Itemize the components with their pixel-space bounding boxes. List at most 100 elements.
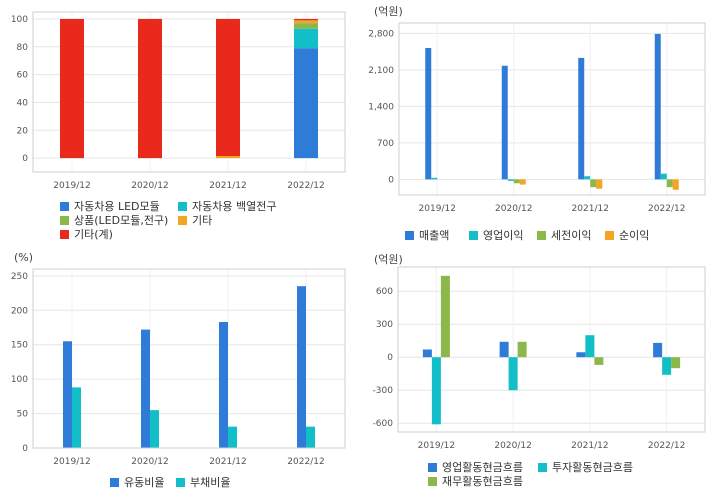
legend-item-goods[interactable]: 상품(LED모듈,전구) (60, 214, 168, 228)
bar (499, 341, 509, 358)
bar (425, 48, 432, 180)
legend-item-financing-cf[interactable]: 재무활동현금흐름 (428, 475, 523, 489)
legend-swatch (605, 231, 614, 240)
y-tick-label: 100 (11, 375, 28, 385)
bar (654, 33, 661, 180)
plot-frame (32, 268, 346, 449)
bar (508, 357, 518, 391)
legend-swatch (405, 231, 414, 240)
bar (660, 173, 667, 180)
bar (578, 57, 585, 180)
x-tick-label: 2020/12 (131, 457, 168, 467)
bar (662, 357, 672, 375)
bar-segment (216, 18, 240, 156)
bar (519, 179, 526, 185)
bar (440, 275, 450, 358)
composition-chart-panel: 0 20 40 60 80 100 2019/12 2020/12 2021/12 2022/12… (0, 0, 360, 248)
bar (150, 410, 159, 448)
bar (141, 329, 150, 448)
bar-segment (138, 18, 162, 159)
legend-item-led-module[interactable]: 자동차용 LED모듈 (60, 200, 160, 214)
legend-swatch (60, 202, 69, 211)
cashflow-legend: 영업활동현금흐름 투자활동현금흐름 재무활동현금흐름 (428, 461, 708, 493)
bar (517, 341, 527, 358)
x-tick-label: 2022/12 (287, 181, 324, 191)
x-tick-label: 2021/12 (209, 457, 246, 467)
bar-segment (294, 48, 318, 159)
y-tick-label: 2,100 (368, 66, 394, 76)
legend-item-pretax-income[interactable]: 세전이익 (537, 229, 591, 243)
legend-item-operating-income[interactable]: 영업이익 (469, 229, 523, 243)
ratio-legend: 유동비율 부채비율 (110, 476, 310, 492)
ratio-unit-label: (%) (14, 251, 34, 264)
bar-segment (294, 18, 318, 21)
bar (596, 179, 603, 189)
legend-swatch (110, 478, 119, 487)
bar (72, 387, 81, 448)
legend-label: 투자활동현금흐름 (552, 461, 633, 474)
y-tick-label: 20 (17, 126, 29, 136)
bar (666, 179, 673, 188)
bar-segment (60, 18, 84, 159)
income-unit-label: (억원) (374, 5, 403, 18)
y-tick-label: 60 (17, 71, 29, 81)
legend-item-other-total[interactable]: 기타(계) (60, 228, 113, 242)
legend-label: 영업이익 (483, 229, 524, 242)
legend-swatch (60, 216, 69, 225)
legend-label: 자동차용 LED모듈 (74, 200, 160, 213)
income-chart: 0 700 1,400 2,100 2,800 2019/12 2020/12 2021/12… (368, 22, 706, 214)
income-legend: 매출액 영업이익 세전이익 순이익 (405, 229, 705, 245)
legend-label: 순이익 (619, 229, 650, 242)
ratio-chart-panel: (%) 0 50 100 150 200 250 2019/12 2020/12 2021/12… (0, 248, 360, 496)
bar (671, 357, 681, 369)
bar (594, 357, 604, 365)
legend-label: 재무활동현금흐름 (442, 475, 523, 488)
x-tick-label: 2022/12 (648, 441, 685, 451)
x-tick-label: 2020/12 (495, 204, 532, 214)
bar (590, 179, 597, 188)
legend-swatch (176, 478, 185, 487)
legend-label: 영업활동현금흐름 (442, 461, 523, 474)
y-tick-label: 600 (376, 287, 393, 297)
legend-label: 기타(계) (74, 228, 113, 241)
legend-label: 자동차용 백열전구 (192, 200, 277, 213)
ratio-chart: 0 50 100 150 200 250 2019/12 2020/12 2021/12 2022… (11, 268, 346, 467)
legend-item-operating-cf[interactable]: 영업활동현금흐름 (428, 461, 523, 475)
legend-label: 세전이익 (551, 229, 592, 242)
x-tick-label: 2019/12 (419, 204, 456, 214)
legend-item-incandescent-bulb[interactable]: 자동차용 백열전구 (178, 200, 276, 214)
bar (585, 335, 595, 358)
x-tick-label: 2021/12 (209, 181, 246, 191)
legend-item-investing-cf[interactable]: 투자활동현금흐름 (538, 461, 633, 475)
x-tick-label: 2022/12 (287, 457, 324, 467)
bar (584, 176, 591, 180)
y-tick-label: 80 (17, 43, 29, 53)
bar (653, 342, 663, 358)
legend-swatch (428, 463, 437, 472)
y-tick-label: 0 (22, 444, 28, 454)
y-tick-label: -300 (373, 386, 394, 396)
y-tick-label: 250 (11, 272, 28, 282)
legend-label: 부채비율 (190, 476, 231, 489)
legend-swatch (178, 216, 187, 225)
legend-item-debt-ratio[interactable]: 부채비율 (176, 476, 230, 490)
legend-swatch (469, 231, 478, 240)
y-tick-label: 0 (387, 353, 393, 363)
plot-frame (397, 266, 706, 433)
y-tick-label: 0 (388, 175, 394, 185)
cashflow-chart: -600 -300 0 300 600 2019/12 2020/12 2021/12 2022… (373, 266, 706, 451)
legend-item-current-ratio[interactable]: 유동비율 (110, 476, 164, 490)
bar (431, 177, 438, 180)
x-tick-label: 2021/12 (572, 204, 609, 214)
bar (297, 286, 306, 448)
legend-item-revenue[interactable]: 매출액 (405, 229, 449, 243)
x-tick-label: 2019/12 (53, 181, 90, 191)
y-tick-label: 2,800 (368, 29, 394, 39)
y-tick-label: 300 (376, 320, 393, 330)
legend-item-other[interactable]: 기타 (178, 214, 212, 228)
y-tick-label: 50 (17, 410, 29, 420)
plot-frame (32, 11, 346, 173)
bar-segment (294, 23, 318, 29)
bar (228, 426, 237, 448)
legend-item-net-income[interactable]: 순이익 (605, 229, 649, 243)
